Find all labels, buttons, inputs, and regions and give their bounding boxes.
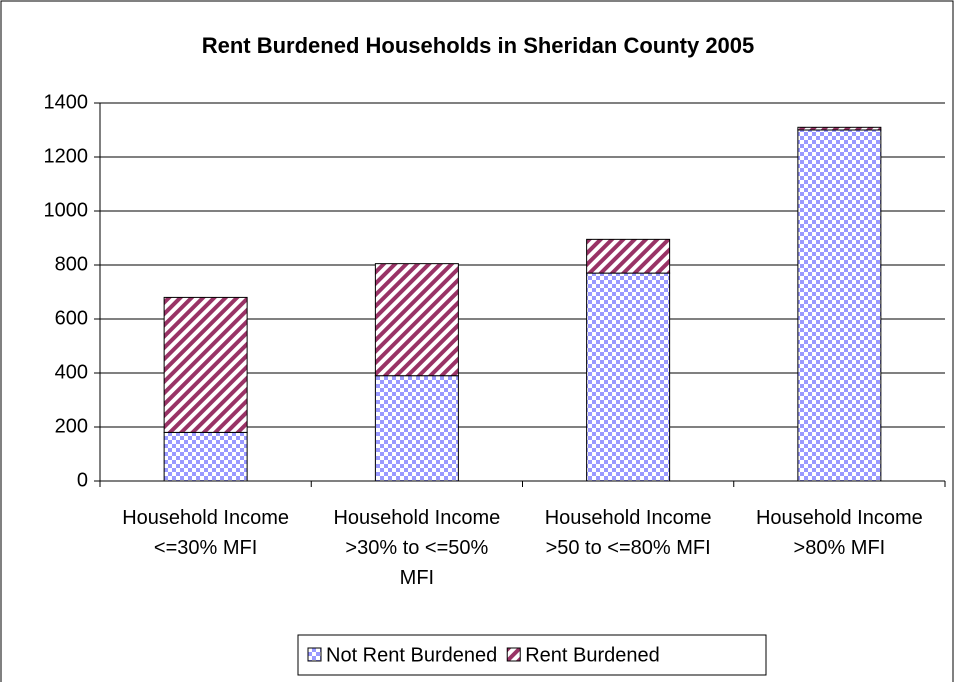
bar-segment xyxy=(586,238,671,274)
x-tick-label: Household Income <=30% MFI xyxy=(122,507,290,559)
bar-segment xyxy=(163,296,248,433)
legend-label: Rent Burdened xyxy=(525,644,660,666)
y-tick-label: 1000 xyxy=(44,199,89,221)
y-tick-label: 600 xyxy=(55,307,88,329)
y-tick-label: 0 xyxy=(77,469,88,491)
legend-swatch xyxy=(506,647,521,662)
y-tick-label: 1200 xyxy=(44,145,89,167)
x-tick-label: Household Income >80% MFI xyxy=(755,507,923,559)
bar-segment xyxy=(797,126,882,131)
y-tick-label: 1400 xyxy=(44,91,89,113)
y-tick-label: 200 xyxy=(55,415,88,437)
y-tick-label: 800 xyxy=(55,253,88,275)
legend-label: Not Rent Burdened xyxy=(326,644,497,666)
bar-segment xyxy=(374,263,459,377)
bar-segment xyxy=(163,431,248,482)
legend-box xyxy=(297,634,767,676)
chart-title: Rent Burdened Households in Sheridan Cou… xyxy=(202,33,755,58)
bar-segment xyxy=(374,375,459,482)
y-tick-label: 400 xyxy=(55,361,88,383)
bar-segment xyxy=(797,129,882,482)
legend-swatch xyxy=(307,647,322,662)
bar-segment xyxy=(586,272,671,482)
x-tick-label: Household Income >50 to <=80% MFI xyxy=(544,507,712,559)
x-tick-label: Household Income >30% to <=50% MFI xyxy=(333,507,501,589)
